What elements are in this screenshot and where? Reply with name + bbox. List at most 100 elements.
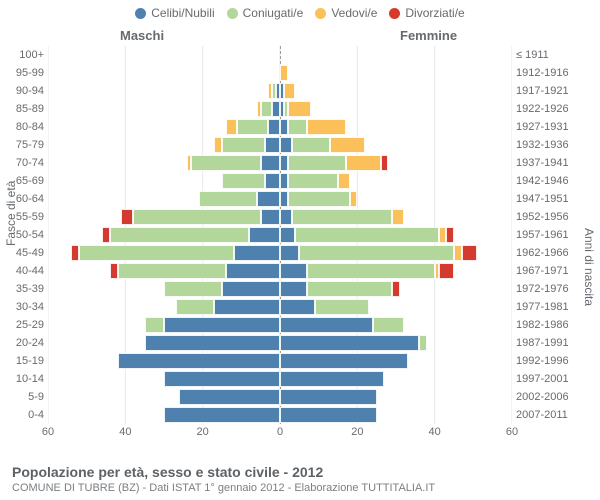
segment-married [222, 173, 265, 189]
legend-swatch [389, 8, 400, 19]
segment-divorced [462, 245, 477, 261]
birth-year-label: 2002-2006 [516, 392, 596, 403]
segment-married [373, 317, 404, 333]
segment-widowed [280, 65, 288, 81]
age-label: 45-49 [0, 248, 44, 259]
segment-widowed [307, 119, 346, 135]
segment-divorced [110, 263, 118, 279]
segment-married [237, 119, 268, 135]
male-bar [145, 335, 280, 351]
male-bar [199, 191, 280, 207]
segment-single [265, 137, 280, 153]
birth-year-label: 1942-1946 [516, 176, 596, 187]
segment-single [118, 353, 280, 369]
legend-swatch [315, 8, 326, 19]
segment-single [280, 281, 307, 297]
pyramid-row [48, 407, 512, 423]
segment-married [199, 191, 257, 207]
header-males: Maschi [120, 28, 164, 43]
segment-widowed [338, 173, 350, 189]
birth-year-label: 1977-1981 [516, 302, 596, 313]
female-bar [280, 263, 454, 279]
segment-married [288, 155, 346, 171]
female-bar [280, 191, 357, 207]
age-label: 50-54 [0, 230, 44, 241]
male-bar [145, 317, 280, 333]
segment-single [280, 389, 377, 405]
legend: Celibi/NubiliConiugati/eVedovi/eDivorzia… [0, 0, 600, 20]
male-bar [164, 371, 280, 387]
male-bar [164, 407, 280, 423]
pyramid-row [48, 227, 512, 243]
pyramid-row [48, 389, 512, 405]
age-label: 85-89 [0, 104, 44, 115]
segment-single [280, 227, 295, 243]
segment-married [191, 155, 261, 171]
birth-year-label: 1962-1966 [516, 248, 596, 259]
pyramid-row [48, 137, 512, 153]
segment-divorced [392, 281, 400, 297]
segment-single [257, 191, 280, 207]
segment-married [292, 209, 393, 225]
segment-married [307, 263, 435, 279]
age-label: 20-24 [0, 338, 44, 349]
segment-single [280, 119, 288, 135]
header-females: Femmine [400, 28, 457, 43]
segment-single [265, 173, 280, 189]
female-bar [280, 65, 288, 81]
female-bar [280, 83, 295, 99]
age-label: 95-99 [0, 68, 44, 79]
pyramid-row [48, 83, 512, 99]
legend-swatch [227, 8, 238, 19]
segment-widowed [284, 83, 296, 99]
segment-widowed [439, 227, 447, 243]
birth-year-label: 1922-1926 [516, 104, 596, 115]
legend-label: Vedovi/e [331, 6, 377, 20]
segment-married [222, 137, 265, 153]
x-tick: 60 [42, 426, 54, 438]
x-tick: 20 [351, 426, 363, 438]
age-label: 100+ [0, 50, 44, 61]
female-bar [280, 137, 365, 153]
segment-divorced [121, 209, 133, 225]
x-tick: 20 [197, 426, 209, 438]
male-bar [214, 137, 280, 153]
female-bar [280, 101, 311, 117]
x-tick: 40 [119, 426, 131, 438]
female-bar [280, 281, 400, 297]
footer: Popolazione per età, sesso e stato civil… [12, 464, 588, 494]
pyramid-row [48, 299, 512, 315]
segment-married [288, 191, 350, 207]
birth-year-label: 1982-1986 [516, 320, 596, 331]
plot-area: 6040200204060 100+≤ 191195-991912-191690… [48, 46, 512, 424]
segment-single [234, 245, 280, 261]
age-label: 70-74 [0, 158, 44, 169]
male-bar [222, 173, 280, 189]
male-bar [179, 389, 280, 405]
age-label: 90-94 [0, 86, 44, 97]
pyramid-row [48, 173, 512, 189]
segment-single [179, 389, 280, 405]
female-bar [280, 317, 404, 333]
legend-label: Divorziati/e [405, 6, 464, 20]
pyramid-row [48, 119, 512, 135]
age-label: 25-29 [0, 320, 44, 331]
segment-widowed [454, 245, 462, 261]
segment-widowed [330, 137, 365, 153]
segment-single [280, 299, 315, 315]
male-bar [257, 101, 280, 117]
age-label: 0-4 [0, 410, 44, 421]
male-bar [176, 299, 280, 315]
segment-single [280, 407, 377, 423]
female-bar [280, 335, 427, 351]
segment-married [288, 119, 307, 135]
segment-married [110, 227, 249, 243]
pyramid-row [48, 47, 512, 63]
legend-item: Vedovi/e [315, 6, 377, 20]
segment-divorced [439, 263, 454, 279]
pyramid-row [48, 65, 512, 81]
segment-married [118, 263, 226, 279]
segment-married [133, 209, 261, 225]
segment-divorced [102, 227, 110, 243]
birth-year-label: 1912-1916 [516, 68, 596, 79]
